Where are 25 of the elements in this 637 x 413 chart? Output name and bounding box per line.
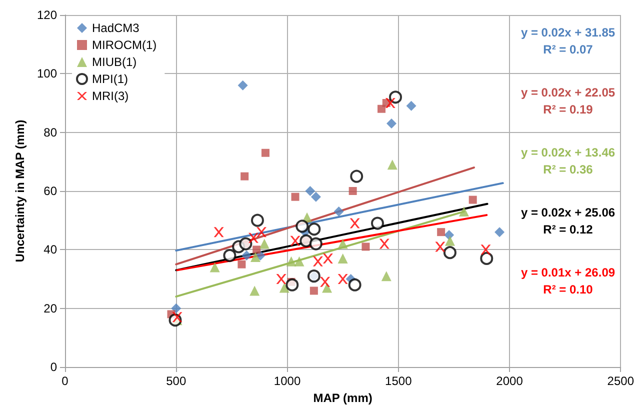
x-tick-label: 500 [166, 374, 186, 388]
annotation: y = 0.01x + 26.09 R² = 0.10 [520, 266, 616, 296]
y-tick-label: 120 [36, 8, 58, 22]
y-tick-label: 60 [44, 184, 58, 198]
x-tick-label: 2500 [607, 374, 634, 388]
y-tick-label: 80 [44, 125, 58, 140]
legend-label: MPI(1) [92, 72, 128, 86]
y-tick-label: 0 [50, 360, 58, 374]
annotation: y = 0.02x + 31.85 R² = 0.07 [520, 26, 616, 56]
x-tick-label: 2000 [496, 374, 524, 388]
legend-label: HadCM3 [92, 21, 140, 35]
x-tick-label: 1000 [274, 374, 301, 388]
legend-label: MIROCM(1) [92, 38, 157, 52]
y-tick-label: 40 [44, 242, 58, 257]
x-tick-label: 0 [62, 374, 69, 388]
annotation: y = 0.02x + 25.06 R² = 0.12 [520, 206, 616, 236]
x-tick-label: 1500 [385, 374, 412, 388]
y-axis-title: Uncertainty in MAP (mm) [13, 120, 28, 262]
annotation: y = 0.02x + 22.05 R² = 0.19 [520, 86, 616, 116]
legend-label: MIUB(1) [92, 55, 137, 69]
y-tick-label: 20 [44, 301, 58, 316]
x-axis-title: MAP (mm) [313, 390, 372, 405]
legend-label: MRI(3) [92, 89, 129, 103]
annotation: y = 0.02x + 13.46 R² = 0.36 [520, 146, 616, 176]
y-tick-label: 100 [36, 66, 58, 81]
